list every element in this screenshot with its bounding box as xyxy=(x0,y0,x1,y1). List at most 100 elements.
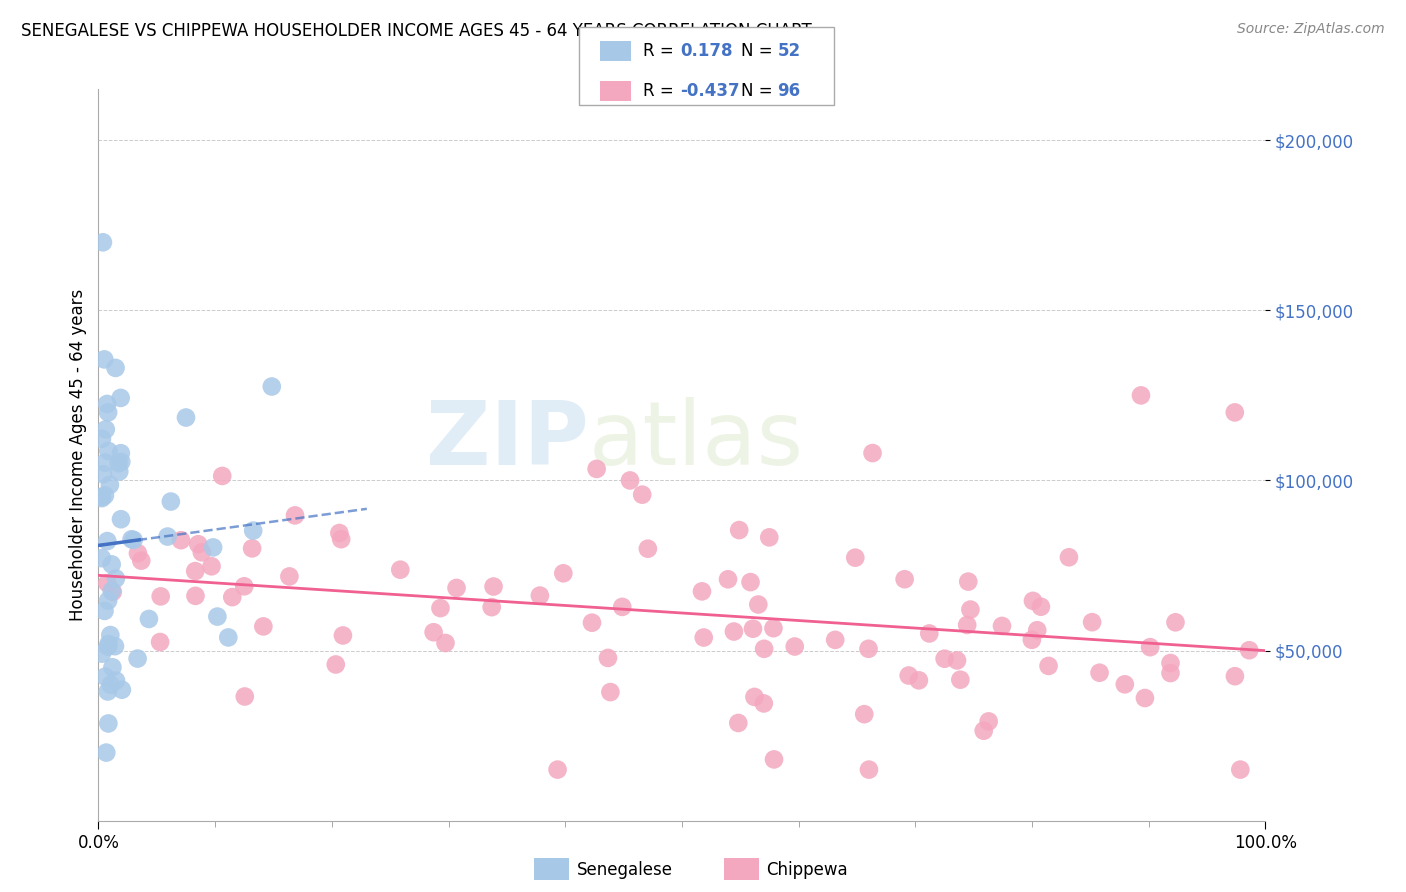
Point xyxy=(824,632,846,647)
Point xyxy=(104,572,127,586)
Point xyxy=(138,612,160,626)
Point xyxy=(98,628,121,642)
Text: ZIP: ZIP xyxy=(426,397,589,483)
Point xyxy=(581,615,603,630)
Point xyxy=(752,641,775,656)
Point xyxy=(853,707,876,722)
Point xyxy=(918,626,941,640)
Point xyxy=(481,600,503,615)
Point xyxy=(858,763,880,777)
Point xyxy=(599,685,621,699)
Point xyxy=(174,410,197,425)
Point xyxy=(1133,691,1156,706)
Text: Senegalese: Senegalese xyxy=(576,861,672,879)
Point xyxy=(129,554,152,568)
Point xyxy=(121,533,143,547)
Point xyxy=(1114,677,1136,691)
Point xyxy=(94,456,117,470)
Point xyxy=(170,533,193,548)
Point xyxy=(429,601,451,615)
Point xyxy=(110,455,132,469)
Point xyxy=(96,576,118,591)
Point xyxy=(122,533,145,547)
Point xyxy=(110,391,132,405)
Point xyxy=(422,625,444,640)
Point xyxy=(184,589,207,603)
Point xyxy=(97,593,120,607)
Point xyxy=(156,530,179,544)
Point xyxy=(97,640,120,654)
Point xyxy=(221,590,243,604)
Point xyxy=(434,636,457,650)
Point xyxy=(110,512,132,526)
Point xyxy=(191,545,214,559)
Point xyxy=(97,716,120,731)
Point xyxy=(1164,615,1187,630)
Point xyxy=(332,628,354,642)
Point xyxy=(90,647,112,661)
Point xyxy=(1239,643,1261,657)
Point xyxy=(744,690,766,704)
Point xyxy=(612,599,634,614)
Point xyxy=(101,585,124,599)
Point xyxy=(742,622,765,636)
Point xyxy=(1021,632,1043,647)
Point xyxy=(949,673,972,687)
Point xyxy=(100,583,122,598)
Point xyxy=(934,651,956,665)
Point xyxy=(1159,656,1181,670)
Point xyxy=(956,618,979,632)
Y-axis label: Householder Income Ages 45 - 64 years: Householder Income Ages 45 - 64 years xyxy=(69,289,87,621)
Point xyxy=(93,352,115,367)
Point xyxy=(728,523,751,537)
Point xyxy=(97,405,120,419)
Point xyxy=(1229,763,1251,777)
Point xyxy=(127,651,149,665)
Point xyxy=(91,432,114,446)
Text: N =: N = xyxy=(741,82,772,100)
Point xyxy=(783,640,806,654)
Point xyxy=(107,456,129,470)
Point xyxy=(991,619,1014,633)
Point xyxy=(101,660,124,674)
Point xyxy=(596,651,619,665)
Point xyxy=(260,379,283,393)
Point xyxy=(1057,550,1080,565)
Point xyxy=(585,462,607,476)
Point xyxy=(97,444,120,458)
Point xyxy=(690,584,713,599)
Point xyxy=(897,668,920,682)
Text: N =: N = xyxy=(741,42,772,60)
Text: SENEGALESE VS CHIPPEWA HOUSEHOLDER INCOME AGES 45 - 64 YEARS CORRELATION CHART: SENEGALESE VS CHIPPEWA HOUSEHOLDER INCOM… xyxy=(21,22,811,40)
Point xyxy=(389,563,412,577)
Point xyxy=(97,684,120,698)
Point xyxy=(105,673,128,688)
Point xyxy=(908,673,931,688)
Point xyxy=(330,532,353,546)
Point xyxy=(97,637,120,651)
Point xyxy=(1088,665,1111,680)
Point xyxy=(108,465,131,479)
Point xyxy=(844,550,866,565)
Point xyxy=(202,541,225,555)
Point xyxy=(149,590,172,604)
Point xyxy=(977,714,1000,729)
Point xyxy=(200,559,222,574)
Point xyxy=(94,670,117,684)
Point xyxy=(957,574,980,589)
Point xyxy=(240,541,263,556)
Point xyxy=(110,446,132,460)
Point xyxy=(758,530,780,544)
Point xyxy=(619,474,641,488)
Point xyxy=(893,572,915,586)
Point xyxy=(160,494,183,508)
Point xyxy=(747,598,769,612)
Point xyxy=(284,508,307,523)
Point xyxy=(233,579,256,593)
Point xyxy=(104,360,127,375)
Point xyxy=(187,537,209,551)
Point xyxy=(100,678,122,692)
Point xyxy=(946,653,969,667)
Point xyxy=(727,716,749,731)
Text: Chippewa: Chippewa xyxy=(766,861,848,879)
